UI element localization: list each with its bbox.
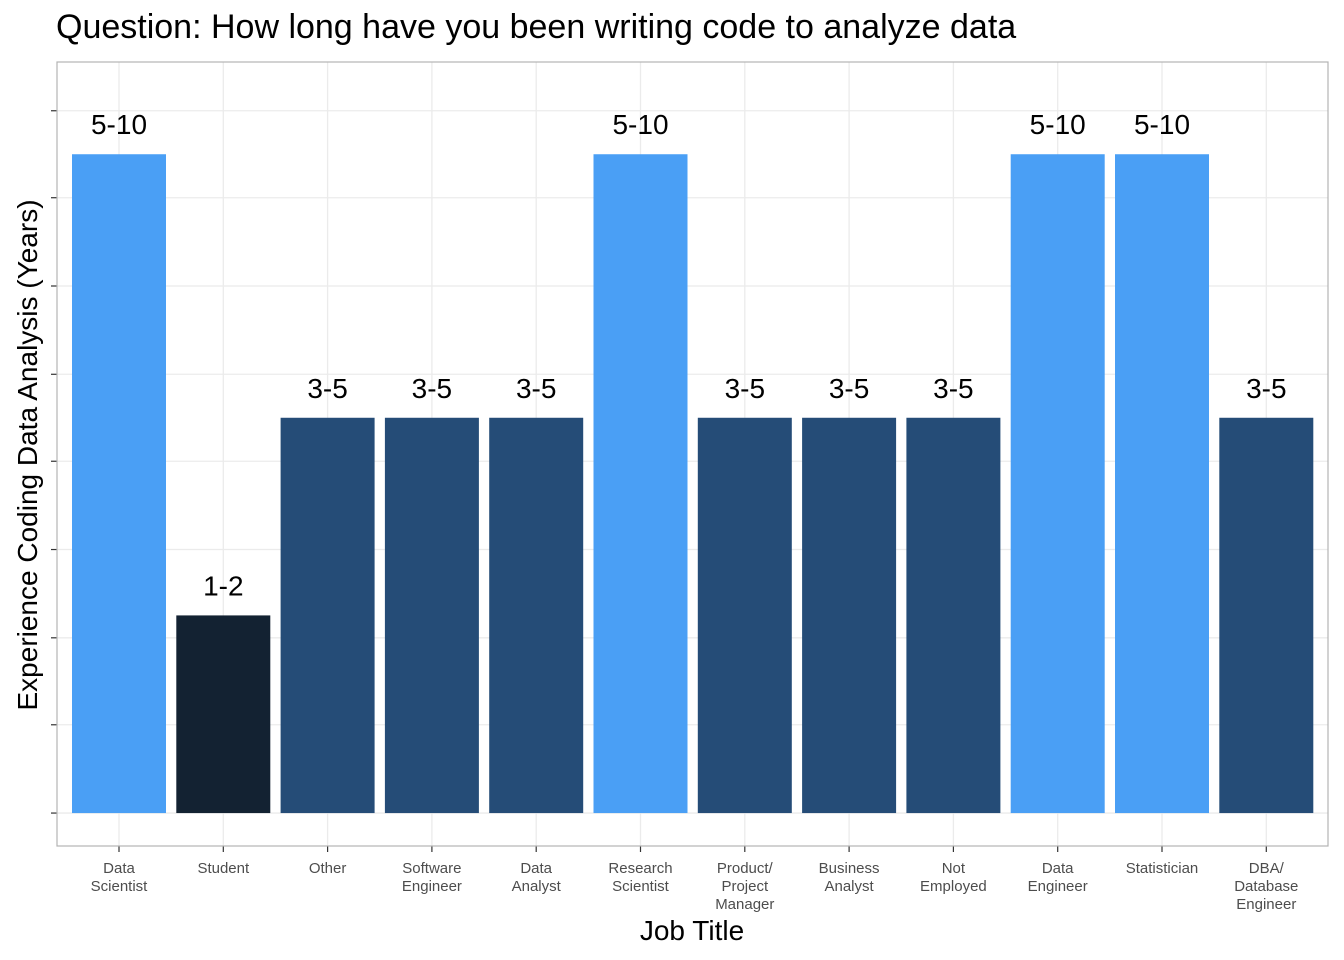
x-tick-label: Product/Project Manager <box>715 860 774 913</box>
x-tick-label: Other <box>309 860 347 877</box>
x-tick-label: Research Scientist <box>608 860 672 895</box>
bar <box>1115 154 1209 814</box>
bar-value-label: 3-5 <box>829 373 869 404</box>
bar-layer <box>72 154 1314 814</box>
data-label-layer: 5-10 1-2 3-5 3-5 3-5 5-10 3-5 3-5 3-5 5-10 5-10 3-5 <box>91 109 1287 601</box>
bar-value-label: 5-10 <box>91 109 147 140</box>
x-tick-label: Data Analyst <box>512 860 562 895</box>
bar <box>489 417 584 814</box>
x-tick-label: Data Scientist <box>91 860 149 895</box>
bar-value-label: 5-10 <box>1030 109 1086 140</box>
bar <box>593 154 688 814</box>
bar-value-label: 5-10 <box>1134 109 1190 140</box>
x-tick-label: Statistician <box>1126 860 1199 877</box>
bar <box>384 417 479 814</box>
x-tick-label: Software Engineer <box>402 860 462 895</box>
x-axis-label: Job Title <box>640 915 744 946</box>
bar <box>72 154 166 814</box>
bar-value-label: 1-2 <box>203 570 243 601</box>
bar-value-label: 3-5 <box>412 373 452 404</box>
x-tick-label: Business Analyst <box>819 860 880 895</box>
bar <box>697 417 792 814</box>
bar-value-label: 3-5 <box>725 373 765 404</box>
x-tick-label: Student <box>197 860 250 877</box>
bar-value-label: 3-5 <box>933 373 973 404</box>
chart-title: Question: How long have you been writing… <box>56 8 1017 46</box>
bar-value-label: 5-10 <box>612 109 668 140</box>
x-tick-label: DBA/Database Engineer <box>1234 860 1298 913</box>
bar <box>176 615 271 814</box>
bar <box>280 417 375 814</box>
bar-value-label: 3-5 <box>1246 373 1286 404</box>
x-tick-layer: Data Scientist Student Other Software Enginee… <box>91 860 1299 913</box>
y-axis-label: Experience Coding Data Analysis (Years) <box>12 199 43 710</box>
x-tick-label: Data Engineer <box>1028 860 1088 895</box>
bar-value-label: 3-5 <box>516 373 556 404</box>
x-tick-label: Not Employed <box>920 860 987 895</box>
bar <box>802 417 897 814</box>
bar <box>906 417 1001 814</box>
plot-panel-border <box>56 61 1329 847</box>
bar <box>1010 154 1105 814</box>
bar <box>1219 417 1314 814</box>
bar-value-label: 3-5 <box>307 373 347 404</box>
